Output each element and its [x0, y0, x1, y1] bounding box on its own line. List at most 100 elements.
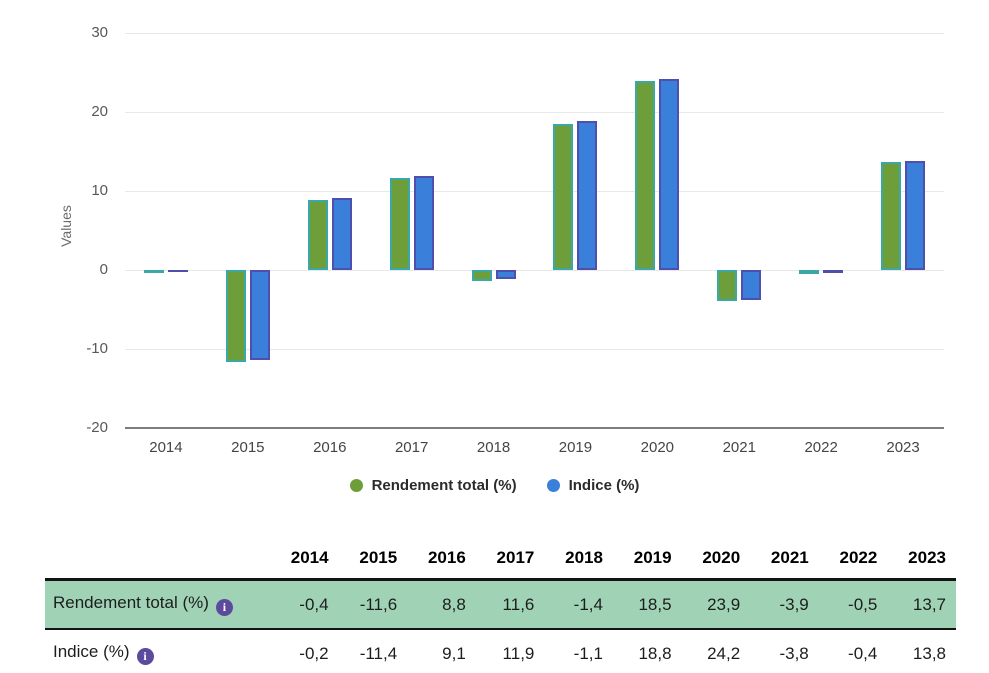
year-header-2021: 2021 — [750, 542, 819, 581]
x-tick-label-2020: 2020 — [640, 439, 675, 456]
gridline — [125, 191, 944, 192]
indice-bar-fill — [251, 272, 268, 359]
year-header-2014: 2014 — [270, 542, 339, 581]
bar-chart-plot-area: Values 30 20 10 0 -10 -20 2014 2015 2016 2017 2018… — [58, 24, 944, 456]
bar-rendement-total-2017[interactable] — [389, 178, 410, 270]
rendement-total-bar-fill — [719, 272, 736, 299]
bar-rendement-total-2021[interactable] — [717, 270, 738, 301]
chart-legend: Rendement total (%) Indice (%) — [0, 477, 989, 494]
returns-table: 2014 2015 2016 2017 2018 2019 2020 2021 2022 2023… — [45, 542, 956, 673]
x-tick-label-2017: 2017 — [394, 439, 429, 456]
bar-rendement-total-2023[interactable] — [881, 161, 902, 270]
rendement-total-bar-fill — [391, 180, 408, 268]
table-row-rendement-total: Rendement total (%) i -0,4 -11,6 8,8 11,6 -1,4… — [45, 579, 956, 630]
bar-rendement-total-2018[interactable] — [471, 270, 492, 282]
rendement-total-bar-fill — [555, 125, 572, 268]
y-tick-label: -10 — [86, 340, 108, 357]
bar-rendement-total-2020[interactable] — [635, 81, 656, 270]
y-tick-label: -20 — [86, 419, 108, 436]
x-tick-label-2018: 2018 — [476, 439, 511, 456]
table-cell: -3,9 — [750, 579, 819, 630]
bar-indice-2018[interactable] — [495, 270, 516, 279]
y-tick-label: 30 — [91, 24, 108, 41]
bar-rendement-total-2016[interactable] — [307, 200, 328, 270]
table-cell: -1,4 — [544, 579, 613, 630]
bar-indice-2023[interactable] — [905, 160, 926, 270]
table-cell: -0,4 — [848, 643, 878, 663]
row-label-rendement-total: Rendement total (%) i — [45, 579, 270, 630]
x-tick-label-2022: 2022 — [804, 439, 838, 456]
y-tick-label: 20 — [91, 103, 108, 120]
bar-rendement-total-2022[interactable] — [799, 270, 820, 274]
bar-indice-2015[interactable] — [249, 270, 270, 361]
table-cell: -1,1 — [573, 643, 603, 663]
table-cell: 18,5 — [612, 579, 682, 630]
table-cell: 24,2 — [707, 643, 741, 663]
rendement-total-legend-dot — [349, 479, 363, 492]
table-corner-cell — [45, 542, 270, 581]
indice-bar-fill — [743, 272, 760, 299]
rendement-total-bar-fill — [227, 272, 244, 360]
rendement-total-bar-fill — [473, 272, 490, 280]
info-icon[interactable]: i — [136, 648, 154, 665]
rendement-total-bar-fill — [637, 83, 654, 268]
x-axis-line — [125, 427, 944, 429]
bar-rendement-total-2015[interactable] — [225, 270, 246, 362]
gridline — [125, 112, 944, 113]
legend-item-indice[interactable]: Indice (%) — [546, 477, 639, 494]
row-label-text: Indice (%) — [53, 642, 130, 661]
row-label-text: Rendement total (%) — [53, 593, 209, 612]
table-cell: 11,6 — [475, 579, 545, 630]
indice-bar-fill — [661, 80, 678, 268]
indice-bar-fill — [907, 162, 924, 268]
bar-indice-2019[interactable] — [577, 121, 598, 270]
table-cell: 13,7 — [887, 579, 956, 630]
x-tick-label-2021: 2021 — [722, 439, 756, 456]
year-header-2018: 2018 — [544, 542, 613, 581]
bar-indice-2021[interactable] — [741, 270, 762, 301]
gridline — [125, 349, 944, 350]
table-cell: -11,6 — [338, 579, 408, 630]
row-label-indice: Indice (%) i — [45, 629, 270, 673]
y-axis-title: Values — [58, 205, 74, 247]
gridline — [125, 270, 944, 271]
x-tick-label-2023: 2023 — [886, 439, 920, 456]
table-cell: 23,9 — [681, 579, 751, 630]
indice-bar-fill — [333, 200, 350, 268]
indice-legend-dot — [546, 479, 560, 492]
table-cell: 8,8 — [407, 579, 476, 630]
legend-label: Rendement total (%) — [371, 477, 517, 494]
table-cell: -0,4 — [270, 579, 339, 630]
table-row-indice: Indice (%) i -0,2 -11,4 9,1 11,9 -1,1 18,8 24,2 -… — [45, 629, 956, 673]
y-tick-label: 0 — [99, 261, 108, 278]
x-tick-label-2016: 2016 — [313, 439, 347, 456]
indice-bar-fill — [497, 272, 514, 277]
rendement-total-bar-fill — [883, 163, 900, 268]
year-header-2015: 2015 — [338, 542, 408, 581]
bar-indice-2016[interactable] — [331, 198, 352, 270]
bar-indice-2014[interactable] — [167, 270, 188, 272]
bar-indice-2020[interactable] — [659, 78, 680, 270]
gridline — [125, 33, 944, 34]
bar-indice-2017[interactable] — [413, 175, 434, 270]
bar-rendement-total-2019[interactable] — [553, 123, 574, 270]
year-header-2017: 2017 — [475, 542, 545, 581]
legend-item-rendement-total[interactable]: Rendement total (%) — [349, 477, 517, 494]
year-header-2023: 2023 — [887, 542, 956, 581]
bar-rendement-total-2014[interactable] — [143, 270, 164, 274]
info-icon[interactable]: i — [215, 599, 233, 616]
table-cell: -11,4 — [359, 643, 398, 663]
x-tick-label-2014: 2014 — [149, 439, 183, 456]
table-cell: 18,8 — [638, 643, 672, 663]
table-cell: -0,2 — [299, 643, 329, 663]
year-header-2020: 2020 — [681, 542, 751, 581]
year-header-2022: 2022 — [818, 542, 888, 581]
indice-bar-fill — [579, 123, 596, 268]
x-tick-label-2019: 2019 — [558, 439, 593, 456]
bar-indice-2022[interactable] — [823, 270, 844, 274]
table-cell: 9,1 — [442, 643, 466, 663]
year-header-2016: 2016 — [407, 542, 476, 581]
rendement-total-bar-fill — [309, 202, 326, 268]
table-cell: -0,5 — [818, 579, 888, 630]
